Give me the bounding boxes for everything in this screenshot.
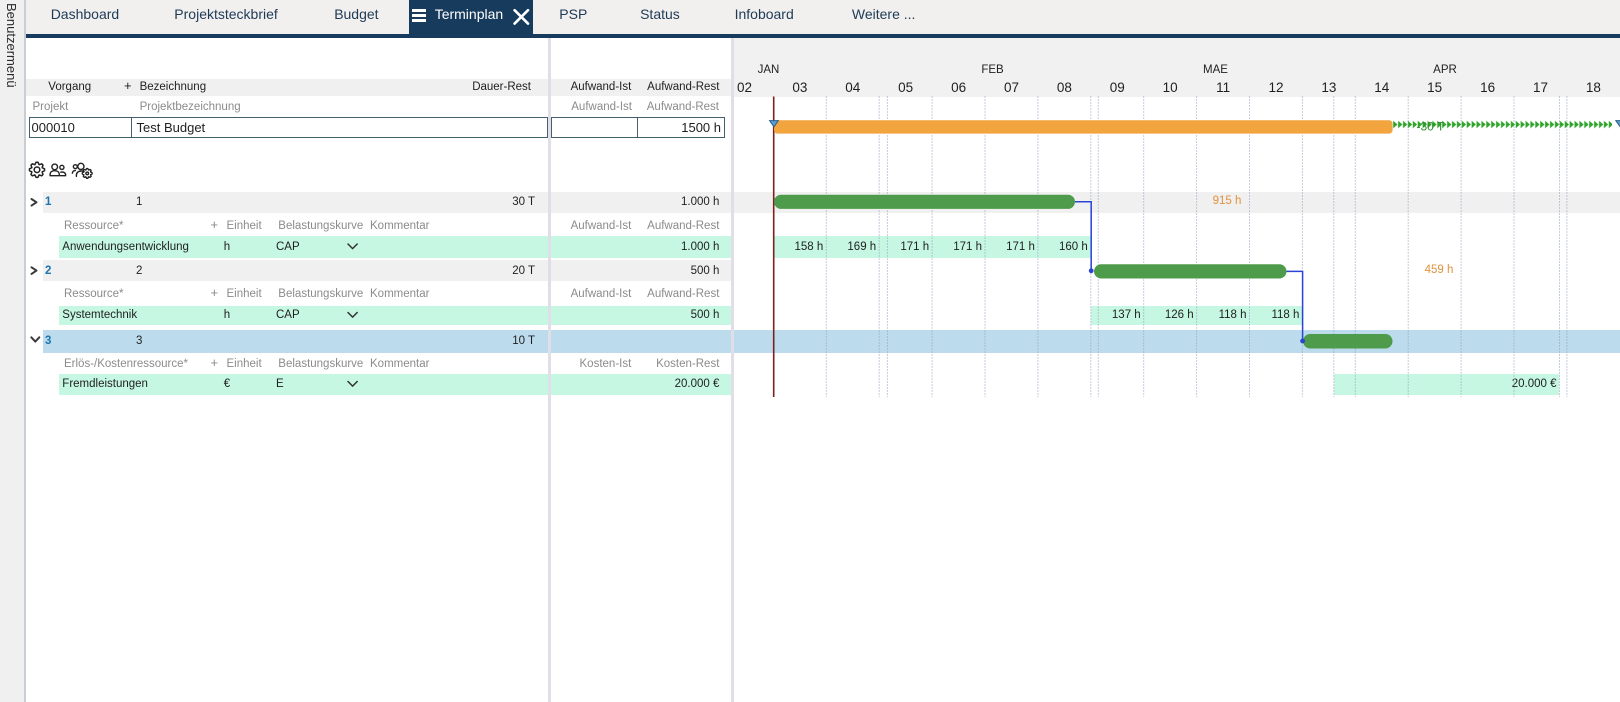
svg-text:-30 T: -30 T bbox=[1417, 120, 1445, 134]
